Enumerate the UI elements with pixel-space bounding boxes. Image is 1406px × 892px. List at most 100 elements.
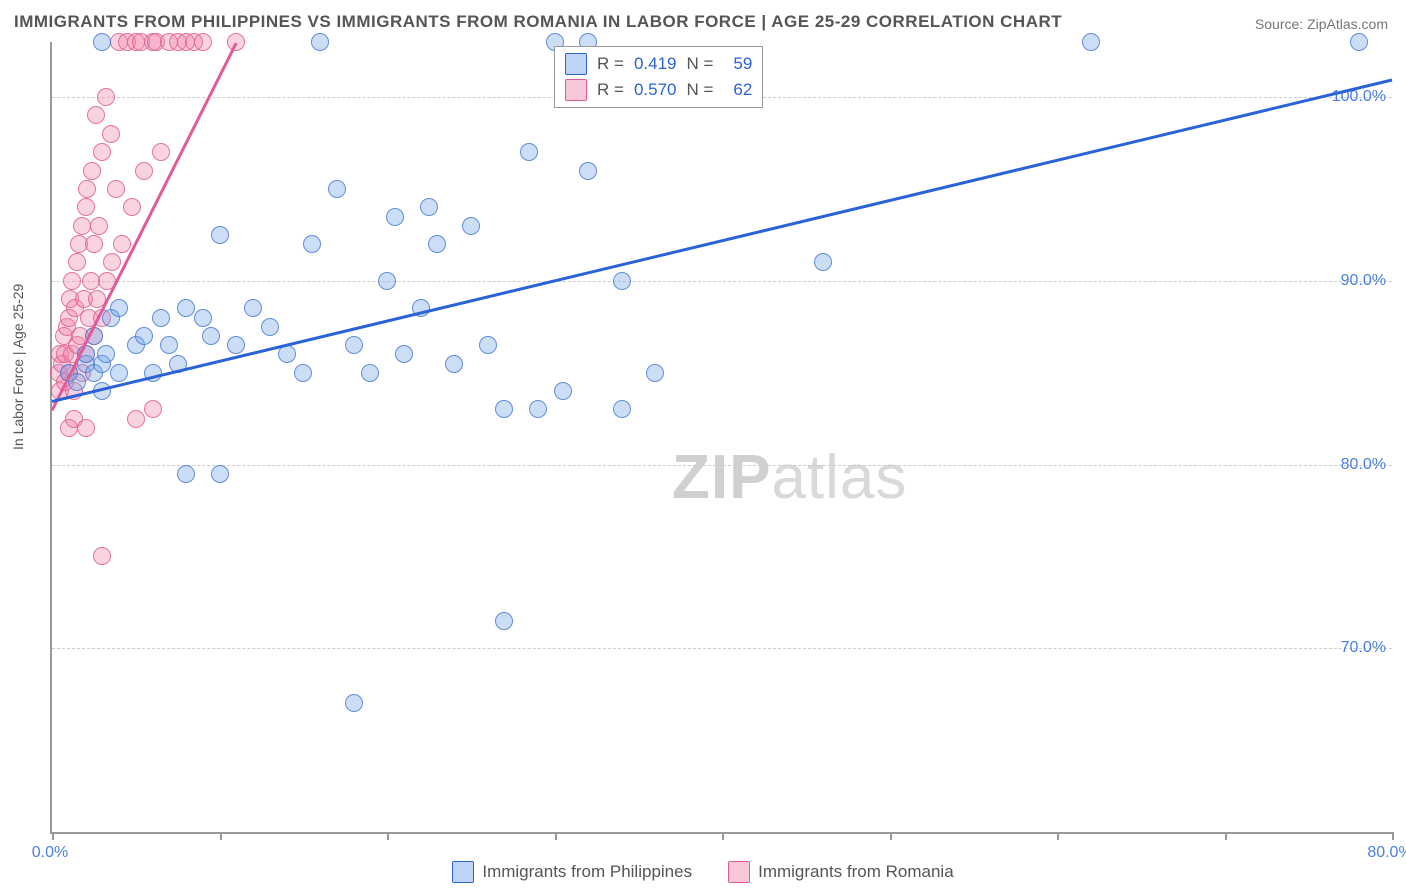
data-point <box>520 143 538 161</box>
data-point <box>177 465 195 483</box>
legend-swatch <box>728 861 750 883</box>
data-point <box>68 253 86 271</box>
data-point <box>144 400 162 418</box>
data-point <box>152 143 170 161</box>
x-tick-label: 80.0% <box>1367 844 1406 862</box>
data-point <box>529 400 547 418</box>
data-point <box>361 364 379 382</box>
data-point <box>93 547 111 565</box>
data-point <box>90 217 108 235</box>
x-tick <box>1225 832 1227 840</box>
x-tick <box>1392 832 1394 840</box>
data-point <box>77 198 95 216</box>
data-point <box>294 364 312 382</box>
x-tick <box>387 832 389 840</box>
plot-area: ZIPatlas 70.0%80.0%90.0%100.0% <box>50 42 1392 834</box>
data-point <box>646 364 664 382</box>
data-point <box>345 694 363 712</box>
x-tick <box>220 832 222 840</box>
data-point <box>202 327 220 345</box>
data-point <box>345 336 363 354</box>
legend-n-value: 62 <box>733 80 752 100</box>
data-point <box>495 400 513 418</box>
x-tick <box>1057 832 1059 840</box>
data-point <box>123 198 141 216</box>
legend-n-prefix: N = <box>686 80 713 100</box>
chart-container: IMMIGRANTS FROM PHILIPPINES VS IMMIGRANT… <box>0 0 1406 892</box>
legend-n-prefix: N = <box>686 54 713 74</box>
data-point <box>63 272 81 290</box>
gridline <box>52 281 1392 282</box>
x-tick <box>555 832 557 840</box>
regression-line <box>52 79 1393 403</box>
data-point <box>152 309 170 327</box>
data-point <box>386 208 404 226</box>
legend-r-prefix: R = <box>597 54 624 74</box>
data-point <box>211 465 229 483</box>
data-point <box>445 355 463 373</box>
data-point <box>1350 33 1368 51</box>
data-point <box>85 235 103 253</box>
legend-swatch <box>452 861 474 883</box>
data-point <box>73 217 91 235</box>
legend-swatch <box>565 79 587 101</box>
data-point <box>194 33 212 51</box>
data-point <box>77 419 95 437</box>
series-legend: Immigrants from Philippines Immigrants fr… <box>0 861 1406 888</box>
legend-label: Immigrants from Philippines <box>482 862 692 882</box>
correlation-legend: R = 0.419 N = 59 R = 0.570 N = 62 <box>554 46 763 108</box>
chart-title: IMMIGRANTS FROM PHILIPPINES VS IMMIGRANT… <box>14 12 1062 32</box>
data-point <box>211 226 229 244</box>
data-point <box>227 33 245 51</box>
y-axis-label: In Labor Force | Age 25-29 <box>10 284 26 450</box>
data-point <box>428 235 446 253</box>
data-point <box>110 299 128 317</box>
data-point <box>87 106 105 124</box>
source-attribution: Source: ZipAtlas.com <box>1255 16 1388 32</box>
data-point <box>1082 33 1100 51</box>
data-point <box>814 253 832 271</box>
legend-r-prefix: R = <box>597 80 624 100</box>
legend-row: R = 0.419 N = 59 <box>565 51 752 77</box>
data-point <box>97 345 115 363</box>
legend-swatch <box>565 53 587 75</box>
data-point <box>102 125 120 143</box>
watermark: ZIPatlas <box>672 442 907 513</box>
y-tick-label: 80.0% <box>1341 456 1386 474</box>
x-tick <box>52 832 54 840</box>
legend-row: R = 0.570 N = 62 <box>565 77 752 103</box>
data-point <box>135 327 153 345</box>
data-point <box>328 180 346 198</box>
data-point <box>395 345 413 363</box>
data-point <box>311 33 329 51</box>
data-point <box>127 410 145 428</box>
legend-r-value: 0.570 <box>634 80 677 100</box>
data-point <box>177 299 195 317</box>
legend-item: Immigrants from Romania <box>728 861 954 883</box>
data-point <box>261 318 279 336</box>
data-point <box>82 272 100 290</box>
data-point <box>83 162 101 180</box>
y-tick-label: 70.0% <box>1341 639 1386 657</box>
data-point <box>303 235 321 253</box>
legend-r-value: 0.419 <box>634 54 677 74</box>
data-point <box>194 309 212 327</box>
data-point <box>93 33 111 51</box>
x-tick <box>890 832 892 840</box>
data-point <box>244 299 262 317</box>
data-point <box>479 336 497 354</box>
data-point <box>613 400 631 418</box>
data-point <box>613 272 631 290</box>
data-point <box>113 235 131 253</box>
data-point <box>420 198 438 216</box>
data-point <box>78 180 96 198</box>
legend-label: Immigrants from Romania <box>758 862 954 882</box>
gridline <box>52 648 1392 649</box>
data-point <box>462 217 480 235</box>
legend-n-value: 59 <box>733 54 752 74</box>
data-point <box>579 162 597 180</box>
data-point <box>378 272 396 290</box>
legend-item: Immigrants from Philippines <box>452 861 692 883</box>
gridline <box>52 465 1392 466</box>
data-point <box>554 382 572 400</box>
